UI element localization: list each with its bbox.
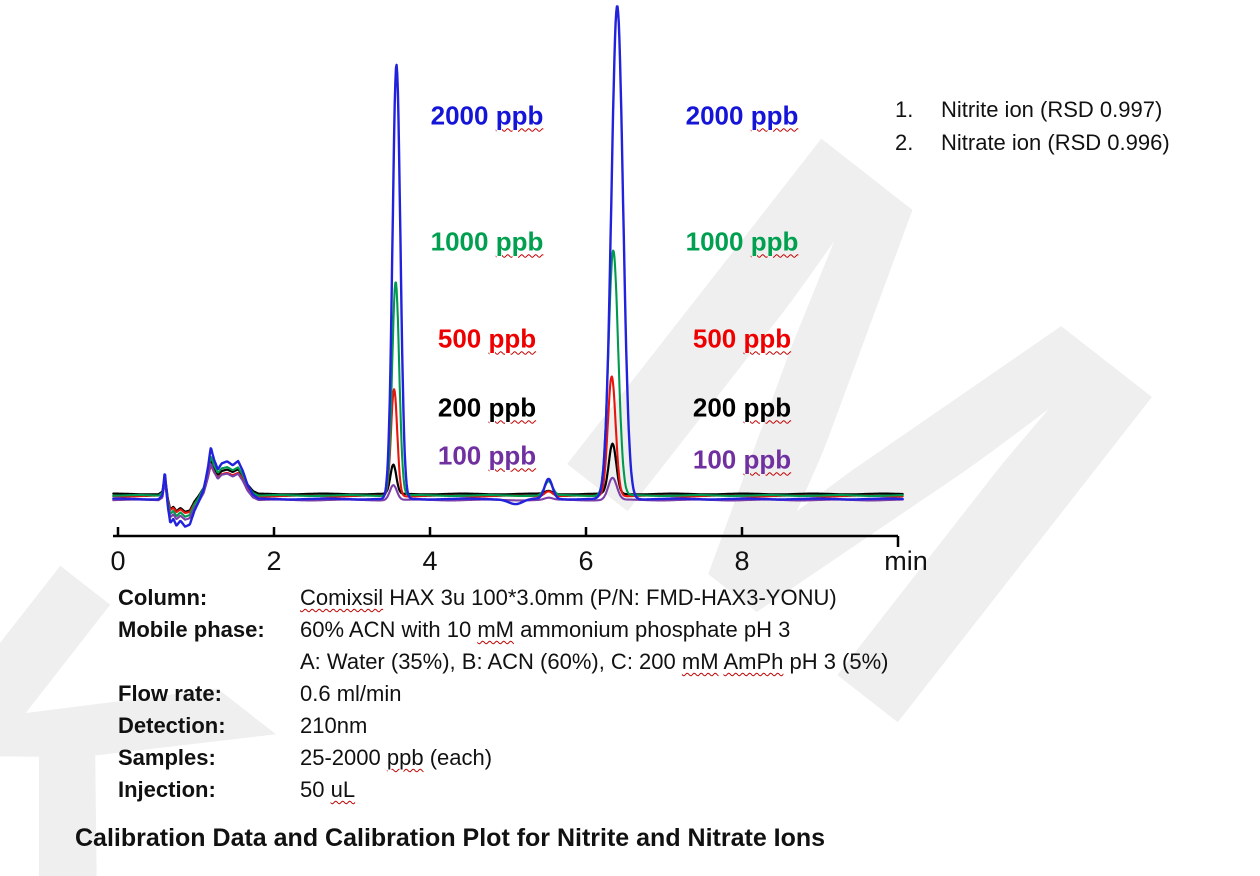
method-text: ammonium phosphate pH 3 [513,617,791,642]
conc-label-nitrate-500: 500 ppb [693,324,791,355]
conc-unit: ppb [743,444,792,475]
method-row-value: Comixsil HAX 3u 100*3.0mm (P/N: FMD-HAX3… [300,583,837,613]
method-row: Flow rate: 0.6 ml/min [0,679,1100,711]
conc-unit: ppb [743,392,792,423]
method-row-label: Column: [118,585,208,610]
method-row-value: 60% ACN with 10 mM ammonium phosphate pH… [300,615,790,645]
conc-label-nitrite-2000: 2000 ppb [431,101,544,132]
method-row: Mobile phase: 60% ACN with 10 mM ammonium… [0,615,1100,647]
legend-item-number: 1. [895,97,914,122]
method-text: 60% ACN with 10 [300,617,478,642]
conc-unit: ppb [495,226,544,257]
method-row: Column: Comixsil HAX 3u 100*3.0mm (P/N: F… [0,583,1100,615]
method-text: 210nm [300,713,368,738]
conc-value: 1000 [685,226,751,257]
method-row-value: 0.6 ml/min [300,679,401,709]
conc-label-nitrate-1000: 1000 ppb [686,227,799,258]
legend-item: 1. Nitrite ion (RSD 0.997) [895,93,1170,126]
conc-label-nitrite-500: 500 ppb [438,324,536,355]
method-text: 25-2000 [300,745,387,770]
conc-unit: ppb [488,392,537,423]
x-axis-tick-label: 8 [734,546,750,576]
method-row: A: Water (35%), B: ACN (60%), C: 200 mM … [0,647,1100,679]
conc-value: 1000 [430,226,496,257]
conc-unit: ppb [750,226,799,257]
spellcheck-word: ppb [386,745,424,770]
method-text: 50 [300,777,331,802]
conc-unit: ppb [750,100,799,131]
conc-label-nitrite-200: 200 ppb [438,393,536,424]
x-axis-tick-label: 0 [110,546,126,576]
conc-unit: ppb [488,323,537,354]
conc-unit: ppb [743,323,792,354]
conc-label-nitrate-2000: 2000 ppb [686,101,799,132]
conc-label-nitrite-100: 100 ppb [438,441,536,472]
method-row-value: 25-2000 ppb (each) [300,743,492,773]
x-axis-tick-label: 6 [578,546,594,576]
spellcheck-word: mM [681,649,719,674]
x-axis-unit-label: min [884,546,928,576]
peak-legend: 1. Nitrite ion (RSD 0.997) 2. Nitrate io… [895,93,1170,159]
method-row-label: Mobile phase: [118,617,265,642]
trace-2000-ppb [112,5,904,528]
method-row-label: Samples: [118,745,216,770]
conc-label-nitrite-1000: 1000 ppb [431,227,544,258]
x-axis-tick-label: 2 [266,546,282,576]
spellcheck-word: uL [330,777,356,802]
figure-caption: Calibration Data and Calibration Plot fo… [75,824,826,852]
conc-value: 500 [692,323,744,354]
method-text: HAX 3u 100*3.0mm (P/N: FMD-HAX3-YONU) [383,585,837,610]
spellcheck-word: Comixsil [300,585,384,610]
conc-value: 100 [692,444,744,475]
method-text: (each) [423,745,493,770]
method-row-value: 210nm [300,711,367,741]
spellcheck-word: AmPh [723,649,784,674]
method-text: 0.6 ml/min [300,681,402,706]
legend-item: 2. Nitrate ion (RSD 0.996) [895,126,1170,159]
method-row-label: Detection: [118,713,226,738]
conc-unit: ppb [488,440,537,471]
conc-value: 2000 [430,100,496,131]
method-text: A: Water (35%), B: ACN (60%), C: 200 [300,649,682,674]
conc-unit: ppb [495,100,544,131]
method-row-label: Flow rate: [118,681,222,706]
conc-value: 500 [437,323,489,354]
legend-item-number: 2. [895,130,914,155]
method-row: Detection: 210nm [0,711,1100,743]
method-text: pH 3 (5%) [783,649,889,674]
conc-label-nitrate-200: 200 ppb [693,393,791,424]
conc-label-nitrate-100: 100 ppb [693,445,791,476]
method-row-label: Injection: [118,777,216,802]
method-row-value: A: Water (35%), B: ACN (60%), C: 200 mM … [300,647,889,677]
method-row: Injection: 50 uL [0,775,1100,807]
legend-item-label: Nitrate ion (RSD 0.996) [941,130,1170,155]
x-axis-tick-label: 4 [422,546,438,576]
conc-value: 2000 [685,100,751,131]
conc-value: 100 [437,440,489,471]
method-row-value: 50 uL [300,775,355,805]
conc-value: 200 [692,392,744,423]
legend-item-label: Nitrite ion (RSD 0.997) [941,97,1163,122]
method-row: Samples: 25-2000 ppb (each) [0,743,1100,775]
conc-value: 200 [437,392,489,423]
spellcheck-word: mM [477,617,514,642]
